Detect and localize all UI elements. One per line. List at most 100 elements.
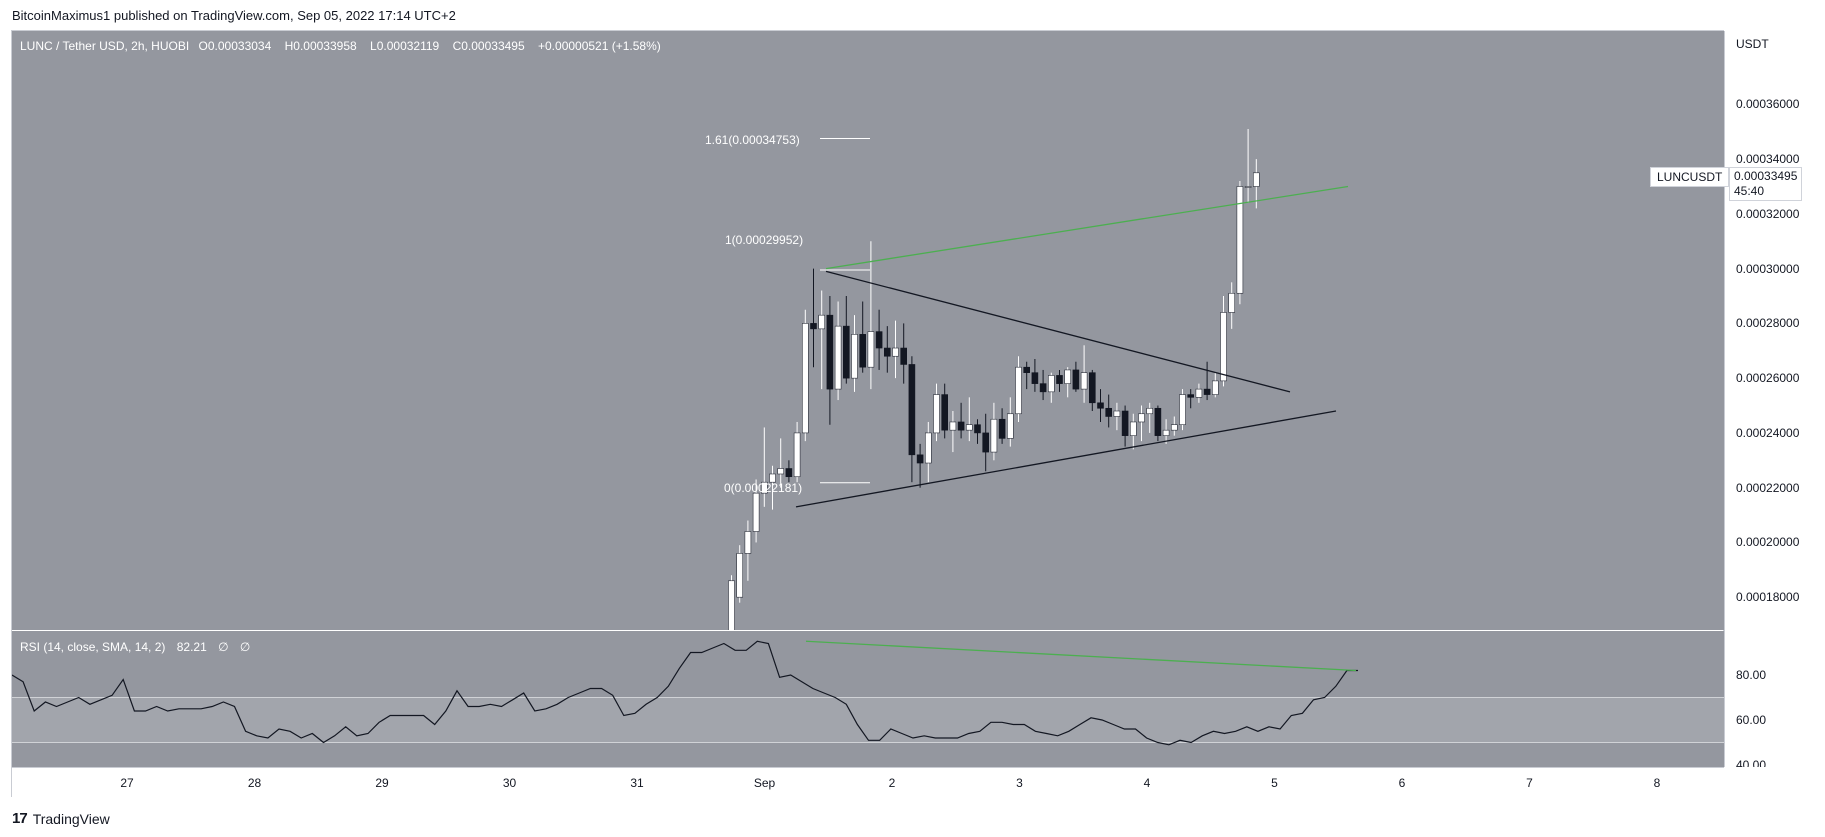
trendline-upper	[825, 270, 1291, 393]
candle-bull	[793, 432, 801, 478]
price-series-group	[728, 128, 1349, 630]
candle-bull	[1015, 366, 1022, 415]
candle-bull	[1080, 372, 1088, 390]
candle-bull	[1130, 421, 1137, 436]
candle-bull	[867, 331, 875, 368]
candle-bear	[1121, 410, 1129, 436]
candle-bear	[1089, 372, 1096, 404]
candle-bear	[1187, 394, 1194, 398]
candle-bear	[1203, 388, 1211, 395]
time-tick-label: 29	[375, 776, 389, 790]
candle-bull	[933, 394, 940, 434]
candle-bull	[736, 553, 744, 598]
bar-countdown: 45:40	[1734, 184, 1765, 198]
price-pane[interactable]	[12, 31, 1724, 630]
candle-bear	[941, 394, 949, 431]
candle-bear	[1097, 402, 1104, 409]
last-price-value: 0.00033495	[1734, 169, 1798, 183]
tradingview-logo-icon: 17	[12, 810, 28, 827]
trendline-breakout-green	[825, 185, 1349, 270]
candle-bear	[900, 347, 908, 365]
legend-pair[interactable]: LUNC / Tether USD, 2h, HUOBI	[20, 39, 190, 53]
candle-bear	[883, 347, 891, 357]
candle-bull	[851, 334, 858, 379]
candle-bear	[982, 432, 990, 453]
price-tick-label: 0.00030000	[1736, 261, 1800, 276]
time-tick-label: Sep	[753, 776, 776, 790]
candle-bear	[916, 454, 924, 464]
time-tick-label: 31	[630, 776, 644, 790]
candle-bear	[842, 325, 850, 379]
price-tick-label: 0.00036000	[1736, 97, 1800, 112]
time-tick-label: 2	[888, 776, 896, 790]
legend-high-key: H	[284, 39, 294, 53]
candle-bull	[1236, 186, 1244, 294]
candle-bull	[1113, 410, 1121, 417]
candle-bear	[1056, 375, 1063, 384]
price-tick-label: 0.00034000	[1736, 152, 1800, 167]
price-tick-label: 0.00032000	[1736, 206, 1800, 221]
price-tick-label: 0.00020000	[1736, 535, 1800, 550]
candle-bull	[1220, 312, 1227, 382]
price-tick-label: 0.00018000	[1736, 590, 1800, 605]
rsi-legend-label[interactable]: RSI (14, close, SMA, 14, 2)	[20, 640, 166, 654]
candle-bear	[1031, 372, 1039, 384]
fib-label-0[interactable]: 0(0.00022181)	[724, 481, 803, 495]
legend-low: 0.00032119	[376, 39, 440, 53]
candle-bull	[1138, 413, 1145, 423]
candle-bear	[974, 424, 981, 434]
rsi-series-group	[12, 640, 1724, 746]
candle-bull	[769, 473, 776, 483]
candle-bull	[1212, 380, 1219, 395]
price-tick-label: 0.00024000	[1736, 425, 1800, 440]
candle-bull	[892, 347, 899, 357]
candle-bull	[1064, 369, 1071, 384]
candle-bear	[1154, 407, 1162, 436]
candle-bull	[752, 492, 760, 532]
candle-bear	[859, 334, 867, 368]
time-tick-label: 5	[1271, 776, 1278, 790]
candle-bull	[949, 421, 957, 431]
price-axis[interactable]	[1724, 31, 1825, 767]
candle-bear	[1039, 383, 1047, 393]
candle-bear	[785, 468, 793, 478]
candle-bull	[801, 323, 809, 434]
legend-change: +0.00000521 (+1.58%)	[538, 39, 661, 53]
candle-bear	[826, 314, 834, 390]
fib-label-1[interactable]: 1(0.00029952)	[725, 233, 804, 247]
footer[interactable]: 17 TradingView	[12, 810, 110, 827]
candle-bull	[1228, 292, 1235, 313]
rsi-legend: RSI (14, close, SMA, 14, 2) 82.21 ∅ ∅	[20, 640, 258, 654]
time-tick-label: 6	[1398, 776, 1406, 790]
legend-open-key: O	[198, 39, 208, 53]
last-price-badge: 0.00033495 45:40	[1729, 167, 1803, 201]
rsi-legend-na-1: ∅	[218, 640, 229, 654]
price-tick-label: 0.00028000	[1736, 316, 1800, 331]
rsi-tick-label: 40.00	[1736, 758, 1767, 767]
time-axis[interactable]	[12, 767, 1724, 798]
time-tick-label: 8	[1653, 776, 1661, 790]
rsi-divergence-green	[805, 640, 1357, 672]
price-tick-label: 0.00022000	[1736, 480, 1800, 495]
candle-bull	[1006, 413, 1014, 439]
fib-label-161[interactable]: 1.61(0.00034753)	[705, 133, 800, 147]
candle-bull	[1146, 407, 1153, 415]
rsi-tick-label: 60.00	[1736, 713, 1767, 727]
candle-bull	[965, 424, 973, 431]
candle-bull	[1179, 394, 1186, 426]
legend-high: 0.00033958	[293, 39, 357, 53]
footer-brand: TradingView	[32, 810, 110, 827]
time-tick-label: 27	[120, 776, 134, 790]
legend-low-key: L	[370, 39, 377, 53]
legend-close-key: C	[452, 39, 462, 53]
candle-bull	[777, 468, 785, 475]
candle-bear	[998, 418, 1006, 439]
rsi-line	[12, 640, 1358, 746]
candle-bull	[1244, 186, 1252, 188]
time-tick-label: 7	[1526, 776, 1533, 790]
time-tick-label: 4	[1143, 776, 1151, 790]
candle-bull	[924, 432, 932, 464]
candle-bear	[1105, 407, 1112, 417]
candle-bull	[1195, 388, 1203, 398]
